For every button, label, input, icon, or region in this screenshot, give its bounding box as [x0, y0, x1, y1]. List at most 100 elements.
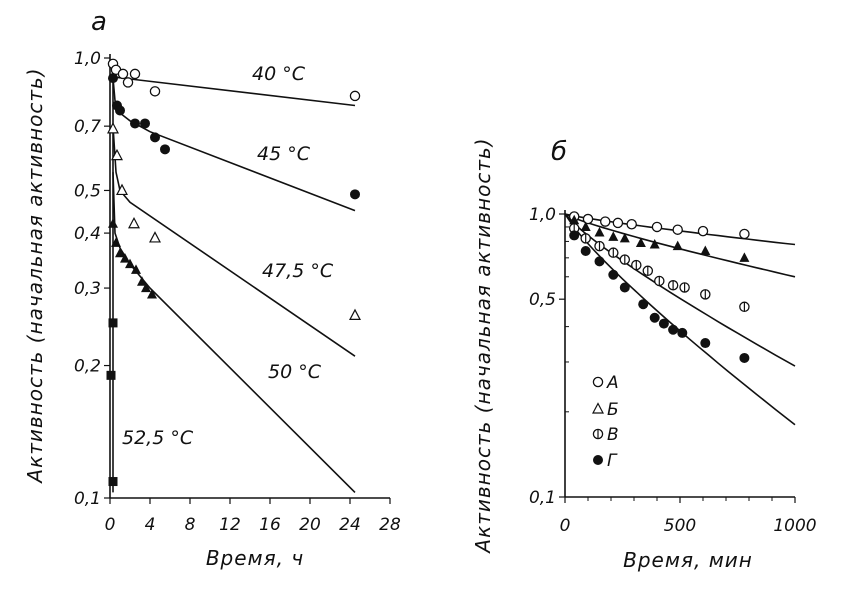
panel-a-temp-label: 52,5 °С: [122, 427, 194, 449]
panel-b-point-series-3: [608, 269, 619, 280]
panel-b-legend-marker: [592, 428, 604, 440]
panel-a-point-series-2: [149, 231, 161, 243]
panel-a-x-tick-label: 0: [105, 515, 116, 535]
panel-b-point-series-1: [739, 252, 750, 262]
panel-a-point-series-3: [115, 247, 125, 258]
panel-b-point-series-0: [697, 225, 709, 237]
panel-b-point-series-3: [658, 318, 669, 329]
panel-b-legend-label: А: [606, 373, 619, 393]
panel-a-point-series-3: [131, 264, 141, 274]
panel-b: б Время, мин Активность (начальная актив…: [471, 137, 817, 572]
panel-b-point-series-0: [651, 221, 663, 233]
panel-a-point-series-4: [108, 318, 118, 328]
panel-a: а Время, ч Активность (начальная активно…: [23, 7, 401, 570]
panel-b-point-series-1: [608, 231, 619, 241]
panel-a-x-tick-label: 4: [145, 515, 156, 535]
panel-b-legend-marker: [593, 455, 603, 465]
panel-a-point-series-3: [125, 258, 135, 269]
panel-a-point-series-3: [137, 276, 147, 286]
panel-a-point-series-2: [116, 183, 128, 196]
panel-b-point-series-1: [635, 237, 646, 247]
panel-a-point-series-0: [122, 77, 134, 88]
panel-a-point-series-1: [350, 189, 360, 200]
panel-b-point-series-0: [582, 213, 594, 225]
panel-b-point-series-0: [739, 228, 750, 240]
panel-a-y-tick-label: 0,1: [74, 489, 101, 509]
panel-b-y-axis-title-line: Активность (начальная активность): [471, 137, 495, 554]
panel-b-point-series-3: [638, 299, 649, 310]
panel-b-point-series-3: [569, 230, 580, 241]
panel-a-fit-line-1: [112, 78, 356, 212]
panel-b-point-series-1: [619, 232, 630, 243]
panel-a-point-series-0: [129, 68, 141, 80]
panel-b-x-axis-title: Время, мин: [623, 548, 753, 572]
panel-b-point-series-2: [619, 254, 631, 265]
panel-a-point-series-2: [111, 148, 123, 161]
panel-b-x-tick-label: 500: [664, 516, 696, 536]
panel-a-x-tick-label: 8: [185, 515, 196, 535]
panel-b-point-series-1: [700, 245, 711, 256]
panel-a-temp-label: 50 °С: [268, 361, 322, 383]
panel-b-point-series-3: [649, 312, 660, 323]
panel-b-y-tick-label: 0,5: [529, 290, 556, 310]
panel-a-point-series-3: [108, 218, 118, 228]
panel-b-point-series-2: [580, 233, 591, 244]
panel-b-point-series-2: [642, 265, 654, 277]
panel-a-point-series-3: [120, 253, 130, 263]
panel-b-point-series-2: [679, 282, 690, 293]
panel-a-point-series-3: [147, 289, 157, 299]
panel-b-y-tick-label: 1,0: [529, 205, 556, 225]
panel-a-label: а: [91, 7, 107, 37]
panel-b-point-series-3: [619, 282, 630, 293]
panel-a-point-series-4: [108, 477, 118, 487]
panel-b-point-series-1: [672, 240, 683, 251]
panel-b-point-series-3: [594, 256, 605, 267]
panel-a-point-series-2: [107, 122, 119, 134]
panel-b-point-series-0: [600, 216, 611, 227]
panel-a-y-tick-label: 1,0: [74, 49, 101, 69]
panel-a-y-tick-label: 0,3: [74, 279, 101, 299]
panel-a-point-series-1: [150, 132, 160, 143]
panel-b-x-tick-label: 1000: [773, 516, 816, 536]
panel-b-point-series-2: [739, 301, 750, 313]
panel-a-point-series-1: [140, 118, 150, 129]
panel-a-x-tick-label: 28: [379, 515, 401, 535]
panel-a-y-tick-label: 0,5: [74, 181, 101, 201]
panel-b-point-series-2: [667, 280, 679, 291]
panel-a-point-series-3: [111, 237, 121, 247]
panel-b-point-series-1: [580, 221, 591, 231]
panel-a-temp-label: 47,5 °С: [262, 260, 334, 282]
panel-b-point-series-2: [608, 247, 619, 258]
panel-a-y-axis-title: Активность (начальная активность): [23, 67, 47, 484]
panel-b-legend-label: В: [607, 425, 619, 445]
panel-b-label: б: [551, 137, 567, 167]
panel-b-point-series-1: [569, 214, 580, 225]
panel-b-legend-marker: [592, 402, 604, 414]
panel-a-point-series-0: [149, 86, 161, 97]
panel-b-point-series-0: [626, 218, 637, 230]
panel-b-point-series-3: [677, 327, 688, 338]
panel-b-fit-line-2: [564, 213, 796, 367]
panel-a-x-tick-label: 20: [299, 515, 321, 535]
panel-a-point-series-0: [349, 90, 361, 102]
panel-b-point-series-2: [700, 289, 711, 300]
panel-a-point-series-2: [349, 308, 361, 321]
panel-b-x-tick-label: 0: [560, 516, 571, 536]
panel-b-point-series-3: [739, 352, 750, 363]
panel-b-y-tick-label: 0,1: [529, 488, 556, 508]
panel-b-y-axis-title: Активность (начальная активность): [471, 137, 495, 554]
panel-b-legend-marker: [592, 376, 604, 388]
panel-b-point-series-1: [649, 239, 660, 249]
panel-a-y-tick-label: 0,2: [74, 357, 101, 377]
panel-b-point-series-2: [631, 259, 642, 271]
panel-a-point-series-0: [117, 68, 129, 80]
panel-a-x-axis-title: Время, ч: [206, 546, 304, 570]
panel-a-fit-line-0: [113, 76, 356, 107]
panel-a-point-series-1: [160, 144, 170, 155]
panel-a-fit-line-2: [112, 126, 356, 357]
panel-b-point-series-1: [594, 227, 605, 237]
panel-a-x-tick-label: 16: [259, 515, 281, 535]
panel-b-point-series-0: [672, 224, 683, 235]
